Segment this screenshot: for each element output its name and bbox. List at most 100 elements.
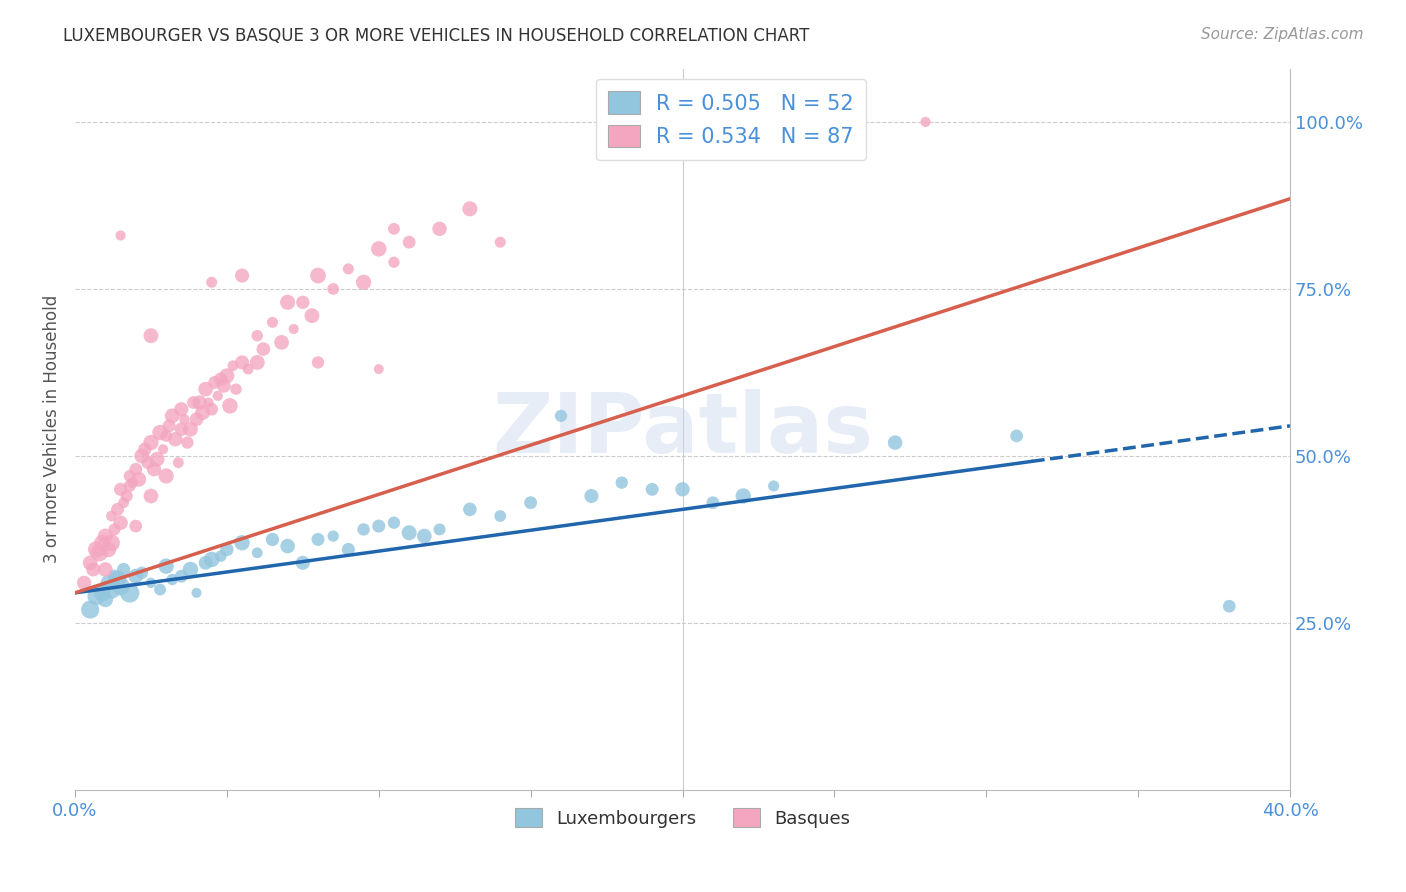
Point [307,533,329,547]
Point [183,395,205,409]
Point [110,579,132,593]
Point [115,489,138,503]
Point [270,335,292,350]
Point [186,586,208,600]
Point [152,442,174,457]
Point [91,586,114,600]
Point [550,409,572,423]
Point [382,255,405,269]
Point [100,535,122,549]
Point [131,566,153,580]
Point [207,389,229,403]
Point [94,562,117,576]
Point [97,542,120,557]
Point [155,429,177,443]
Point [610,475,633,490]
Point [307,268,329,283]
Point [97,575,120,590]
Point [231,355,253,369]
Point [118,479,141,493]
Point [112,562,135,576]
Point [307,355,329,369]
Point [215,542,238,557]
Legend: Luxembourgers, Basques: Luxembourgers, Basques [508,801,858,835]
Point [194,556,217,570]
Point [489,235,512,250]
Point [914,115,936,129]
Point [398,525,420,540]
Point [84,589,107,603]
Point [322,529,344,543]
Point [382,516,405,530]
Point [118,469,141,483]
Point [118,586,141,600]
Point [89,546,111,560]
Point [246,546,269,560]
Point [179,562,201,576]
Point [179,422,201,436]
Point [367,362,389,376]
Point [134,442,156,457]
Point [201,402,224,417]
Point [139,489,162,503]
Point [291,295,314,310]
Point [107,573,129,587]
Point [139,328,162,343]
Point [458,202,481,216]
Point [884,435,907,450]
Point [353,275,375,289]
Point [209,549,232,563]
Point [186,412,208,426]
Point [367,242,389,256]
Point [79,602,101,616]
Point [262,315,284,329]
Point [110,228,132,243]
Point [103,569,125,583]
Point [429,523,451,537]
Point [155,469,177,483]
Point [160,409,183,423]
Point [157,418,180,433]
Point [125,569,148,583]
Point [429,222,451,236]
Point [103,523,125,537]
Point [79,556,101,570]
Point [762,479,785,493]
Point [165,432,187,446]
Point [291,556,314,570]
Point [125,462,148,476]
Point [173,412,195,426]
Point [337,542,360,557]
Point [155,559,177,574]
Point [277,295,299,310]
Point [110,483,132,497]
Point [191,405,214,419]
Point [143,462,166,476]
Point [1218,599,1240,614]
Point [283,322,305,336]
Point [519,496,541,510]
Point [167,456,190,470]
Point [82,562,104,576]
Point [641,483,664,497]
Point [382,222,405,236]
Point [222,359,245,373]
Point [107,502,129,516]
Point [125,519,148,533]
Point [225,382,247,396]
Point [112,496,135,510]
Point [277,539,299,553]
Point [301,309,323,323]
Point [201,552,224,566]
Point [489,509,512,524]
Point [146,452,169,467]
Point [212,379,235,393]
Point [671,483,693,497]
Point [262,533,284,547]
Point [121,475,143,490]
Y-axis label: 3 or more Vehicles in Household: 3 or more Vehicles in Household [44,295,60,564]
Point [170,402,193,417]
Point [139,575,162,590]
Point [194,382,217,396]
Point [219,399,242,413]
